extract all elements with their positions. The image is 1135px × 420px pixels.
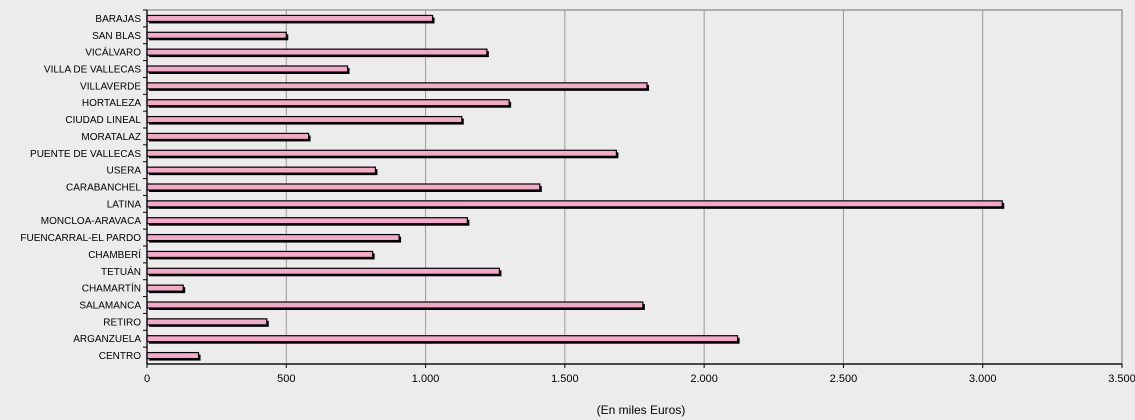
bar xyxy=(146,115,463,124)
category-label: BARAJAS xyxy=(95,14,141,25)
category-label: CARABANCHEL xyxy=(66,183,141,194)
category-label: MONCLOA-ARAVACA xyxy=(41,216,142,227)
category-label: VILLA DE VALLECAS xyxy=(44,65,141,76)
x-tick-label: 3.000 xyxy=(969,373,997,385)
bar xyxy=(146,200,1003,208)
bar xyxy=(146,250,374,259)
bar xyxy=(146,132,310,141)
bar xyxy=(146,65,349,73)
category-label: CHAMARTÍN xyxy=(82,282,141,295)
category-label: ARGANZUELA xyxy=(73,334,141,345)
bar xyxy=(146,267,500,275)
x-tick-label: 3.500 xyxy=(1108,373,1135,385)
category-label: CIUDAD LINEAL xyxy=(65,115,141,126)
x-tick-label: 1.000 xyxy=(412,373,440,385)
bar xyxy=(146,351,200,360)
x-axis-title: (En miles Euros) xyxy=(597,403,686,417)
category-label: TETUÁN xyxy=(101,265,141,278)
bar xyxy=(146,318,268,326)
x-tick-label: 2.000 xyxy=(690,373,718,385)
bar xyxy=(146,99,510,107)
x-tick-label: 1.500 xyxy=(551,373,579,385)
category-label: CHAMBERÍ xyxy=(88,248,141,261)
bar xyxy=(146,31,287,39)
bar-layer xyxy=(146,14,1005,361)
category-label: CENTRO xyxy=(99,351,141,362)
bar xyxy=(146,14,434,23)
category-label: MORATALAZ xyxy=(81,132,141,143)
category-label: VICÁLVARO xyxy=(85,46,141,59)
category-label: HORTALEZA xyxy=(82,98,141,109)
x-tick-label: 2.500 xyxy=(830,373,858,385)
bar xyxy=(146,233,400,242)
bar xyxy=(146,166,377,174)
bar xyxy=(146,149,617,157)
bar xyxy=(146,335,739,343)
bar xyxy=(146,183,541,191)
bar xyxy=(146,82,648,90)
category-label: FUENCARRAL-EL PARDO xyxy=(20,233,141,244)
axis-layer: BARAJAS SAN BLAS VICÁLVARO VILLA DE VALLECA… xyxy=(20,9,1135,385)
category-label: PUENTE DE VALLECAS xyxy=(30,149,141,160)
category-label: SALAMANCA xyxy=(79,301,141,312)
category-label: SAN BLAS xyxy=(92,31,141,42)
category-label: USERA xyxy=(107,166,142,177)
x-tick-label: 0 xyxy=(144,373,150,385)
bar xyxy=(146,217,468,225)
x-tick-label: 500 xyxy=(277,373,295,385)
category-label: RETIRO xyxy=(103,317,141,328)
category-label: VILLAVERDE xyxy=(80,81,141,92)
bar xyxy=(146,48,488,56)
bar xyxy=(146,301,644,309)
category-label: LATINA xyxy=(107,199,142,210)
bar xyxy=(146,284,184,292)
